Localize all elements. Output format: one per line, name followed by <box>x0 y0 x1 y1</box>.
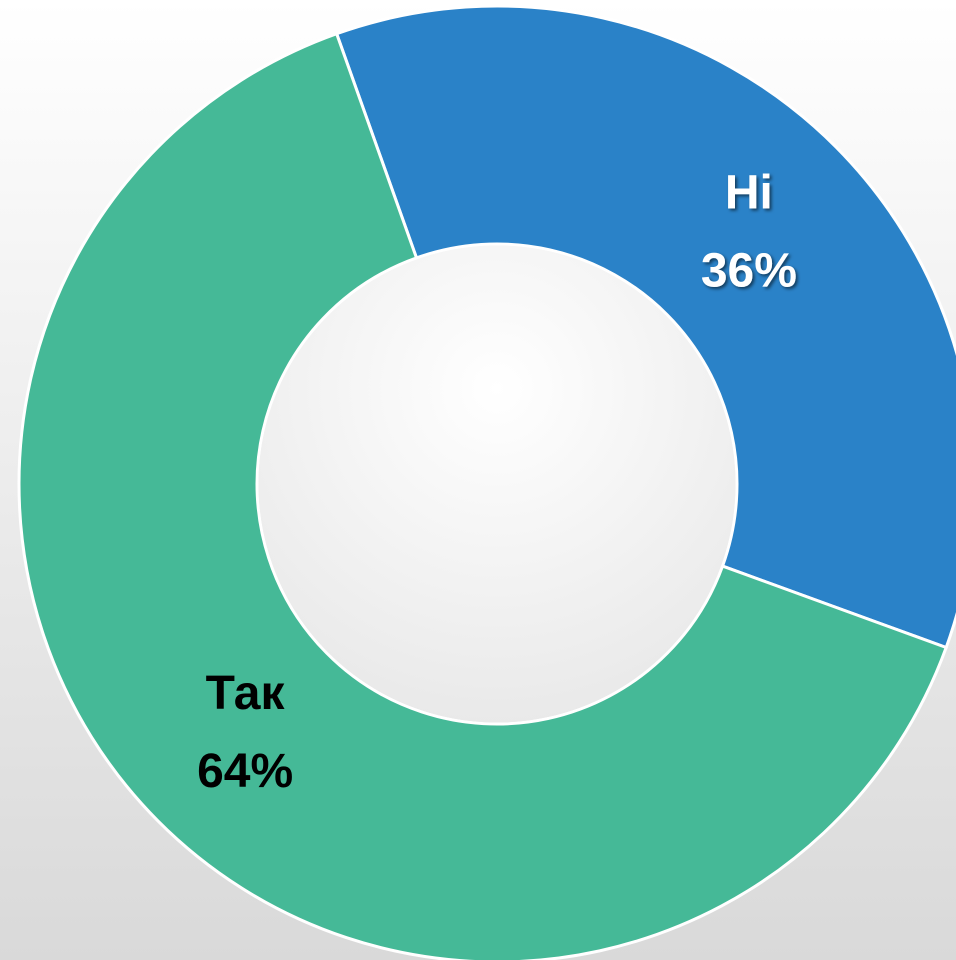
slice-value-label: 64% <box>197 745 293 798</box>
slice-value-label: 36% <box>701 245 797 298</box>
slice-category-label: Ні <box>725 167 773 220</box>
donut-slice <box>17 31 949 960</box>
donut-hole <box>258 245 736 723</box>
slice-category-label: Так <box>206 667 286 720</box>
donut-slice <box>334 4 956 650</box>
